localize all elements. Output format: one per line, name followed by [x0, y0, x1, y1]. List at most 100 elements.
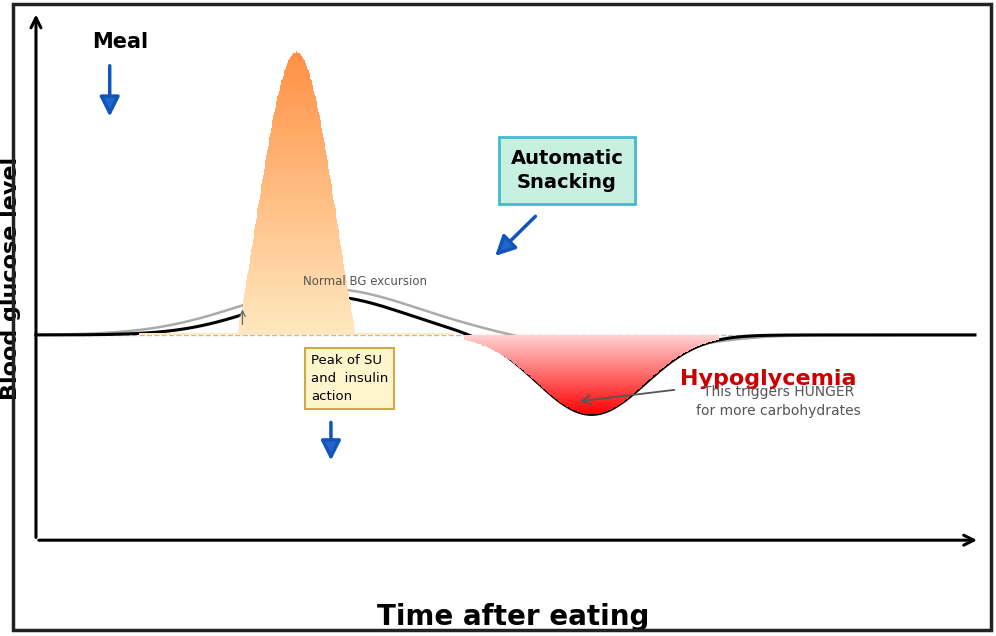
Polygon shape: [283, 76, 311, 78]
Polygon shape: [251, 254, 342, 255]
Polygon shape: [244, 297, 349, 298]
Text: Normal BG excursion: Normal BG excursion: [304, 275, 427, 287]
Polygon shape: [266, 155, 327, 156]
Polygon shape: [139, 333, 454, 335]
Polygon shape: [268, 148, 326, 149]
Polygon shape: [263, 178, 330, 179]
Polygon shape: [263, 175, 330, 176]
Polygon shape: [280, 85, 313, 86]
Polygon shape: [269, 144, 325, 146]
Polygon shape: [273, 117, 320, 118]
Polygon shape: [288, 62, 305, 63]
Polygon shape: [246, 280, 347, 281]
Polygon shape: [242, 305, 351, 306]
Polygon shape: [255, 227, 338, 229]
Polygon shape: [247, 274, 346, 275]
Polygon shape: [250, 258, 343, 259]
Polygon shape: [265, 165, 329, 166]
Polygon shape: [246, 281, 347, 282]
Polygon shape: [276, 107, 318, 108]
Text: Meal: Meal: [92, 32, 148, 52]
Polygon shape: [264, 169, 330, 170]
Polygon shape: [248, 270, 345, 271]
Polygon shape: [239, 323, 354, 325]
Polygon shape: [276, 105, 318, 107]
Polygon shape: [261, 185, 332, 186]
Polygon shape: [269, 139, 324, 140]
Polygon shape: [244, 296, 349, 297]
Polygon shape: [270, 134, 323, 135]
Polygon shape: [258, 204, 335, 205]
Polygon shape: [273, 115, 320, 117]
Polygon shape: [271, 130, 322, 132]
Polygon shape: [246, 282, 347, 284]
Polygon shape: [287, 64, 307, 66]
Polygon shape: [242, 310, 352, 312]
Polygon shape: [288, 63, 306, 64]
Polygon shape: [239, 328, 355, 329]
Polygon shape: [266, 156, 327, 158]
Polygon shape: [267, 152, 326, 153]
Polygon shape: [266, 158, 327, 159]
Polygon shape: [254, 233, 339, 235]
Polygon shape: [265, 168, 329, 169]
Polygon shape: [254, 236, 340, 237]
Polygon shape: [259, 201, 334, 203]
Polygon shape: [252, 245, 341, 246]
Text: Glucose Spike: Glucose Spike: [0, 635, 1, 636]
Polygon shape: [277, 98, 316, 99]
Polygon shape: [245, 288, 349, 290]
Polygon shape: [244, 293, 349, 294]
Polygon shape: [264, 172, 330, 174]
Polygon shape: [284, 74, 310, 76]
Text: This triggers HUNGER
for more carbohydrates: This triggers HUNGER for more carbohydra…: [696, 385, 861, 418]
Polygon shape: [286, 67, 307, 69]
Polygon shape: [272, 127, 322, 128]
Polygon shape: [260, 198, 334, 200]
Polygon shape: [253, 240, 341, 242]
Polygon shape: [239, 321, 354, 322]
Polygon shape: [282, 79, 311, 81]
Polygon shape: [258, 211, 336, 213]
Polygon shape: [242, 306, 351, 307]
Polygon shape: [251, 252, 342, 254]
Polygon shape: [274, 114, 319, 115]
Polygon shape: [289, 59, 304, 60]
Polygon shape: [239, 322, 354, 323]
Polygon shape: [253, 244, 341, 245]
Polygon shape: [276, 104, 318, 105]
Polygon shape: [249, 265, 345, 266]
Polygon shape: [284, 72, 309, 73]
Polygon shape: [258, 207, 335, 209]
Polygon shape: [265, 160, 328, 162]
Polygon shape: [293, 53, 300, 54]
Polygon shape: [275, 109, 318, 111]
Polygon shape: [245, 291, 349, 293]
Polygon shape: [239, 325, 355, 326]
Polygon shape: [242, 303, 351, 305]
Polygon shape: [261, 193, 333, 194]
Polygon shape: [274, 113, 319, 114]
Polygon shape: [269, 142, 325, 143]
Polygon shape: [271, 132, 322, 133]
Polygon shape: [247, 278, 346, 280]
Polygon shape: [267, 150, 326, 152]
Polygon shape: [243, 301, 350, 303]
Polygon shape: [255, 226, 338, 227]
Polygon shape: [256, 219, 337, 220]
Polygon shape: [257, 217, 337, 219]
Polygon shape: [252, 246, 341, 247]
Polygon shape: [263, 176, 330, 178]
Polygon shape: [261, 184, 332, 185]
Polygon shape: [241, 313, 353, 315]
Polygon shape: [267, 153, 326, 155]
Polygon shape: [250, 261, 344, 262]
Polygon shape: [241, 312, 353, 313]
Polygon shape: [270, 133, 323, 134]
Polygon shape: [291, 56, 303, 57]
Polygon shape: [272, 125, 322, 127]
Polygon shape: [273, 121, 321, 123]
Polygon shape: [279, 91, 315, 92]
Polygon shape: [253, 239, 341, 240]
Polygon shape: [290, 57, 303, 59]
